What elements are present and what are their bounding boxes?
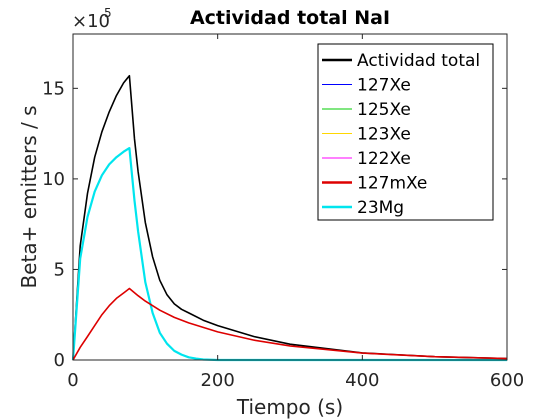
x-axis-label: Tiempo (s) bbox=[236, 395, 343, 419]
legend-entries: Actividad total 127Xe 125Xe 123Xe 122Xe 127mX… bbox=[322, 51, 480, 218]
y-axis-label: Beta+ emitters / s bbox=[17, 105, 41, 288]
legend-label: 122Xe bbox=[357, 149, 411, 169]
x-tick-label: 200 bbox=[200, 370, 234, 391]
axes-box bbox=[72, 33, 508, 361]
legend-label: 23Mg bbox=[357, 198, 404, 218]
axes-layer bbox=[72, 33, 508, 361]
y-tick-label: 0 bbox=[54, 350, 65, 371]
chart-title: Actividad total NaI bbox=[190, 7, 390, 29]
series-line-127mxe bbox=[72, 287, 508, 361]
legend-label: 127Xe bbox=[357, 76, 411, 96]
x-tick-label: 400 bbox=[345, 370, 379, 391]
legend-box bbox=[317, 43, 494, 221]
y-tick-label: 5 bbox=[54, 259, 65, 280]
exponent-base: ×10 bbox=[72, 11, 110, 32]
y-tick-label: 15 bbox=[42, 78, 65, 99]
series-line-actividad-total bbox=[72, 74, 508, 361]
legend-label: 123Xe bbox=[357, 125, 411, 145]
legend-label: Actividad total bbox=[357, 51, 480, 71]
y-tick-label: 10 bbox=[42, 169, 65, 190]
exponent-power: 5 bbox=[104, 6, 112, 20]
legend: Actividad total 127Xe 125Xe 123Xe 122Xe 127mX… bbox=[317, 43, 494, 221]
series-line-23mg bbox=[71, 147, 507, 362]
legend-label: 125Xe bbox=[357, 100, 411, 120]
x-tick-label: 600 bbox=[490, 370, 524, 391]
x-tick-label: 0 bbox=[67, 370, 78, 391]
exponent-label: ×10 5 bbox=[72, 6, 112, 32]
ticks-layer: 0 200 400 600 0 5 10 15 bbox=[42, 34, 524, 391]
legend-label: 127mXe bbox=[357, 174, 427, 194]
